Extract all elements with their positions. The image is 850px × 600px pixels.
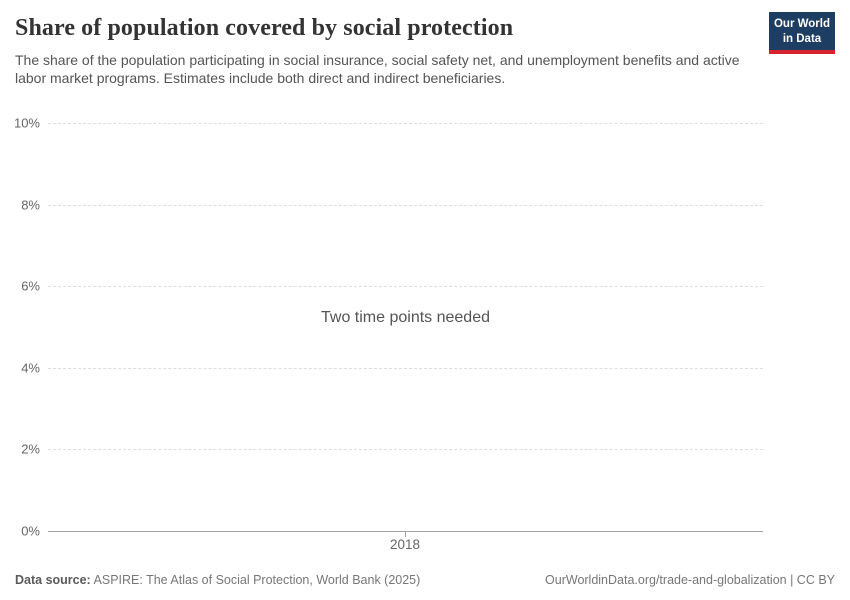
credit-link: OurWorldinData.org/trade-and-globalizati… [545, 573, 835, 587]
y-axis-tick-label: 2% [21, 441, 40, 457]
chart-plot-area: 10% 8% 6% 4% 2% 0% Two time points needed 201… [0, 116, 850, 552]
gridline [48, 204, 763, 206]
chart-header: Share of population covered by social pr… [15, 14, 757, 88]
gridline [48, 123, 763, 124]
y-axis-tick-label: 10% [13, 115, 40, 131]
logo-line-1: Our World [773, 18, 830, 30]
page-title: Share of population covered by social pr… [15, 15, 514, 41]
x-axis-tick-label: 2018 [389, 537, 421, 552]
x-axis-tick [405, 531, 406, 537]
gridline [48, 449, 763, 451]
gridline [48, 367, 763, 369]
data-source-label: Data source: [15, 573, 91, 587]
chart-subtitle: The share of the population participatin… [15, 51, 740, 87]
data-source-note: Data source: ASPIRE: The Atlas of Social… [15, 573, 420, 587]
y-axis-tick-label: 8% [21, 197, 40, 213]
logo-line-2: in Data [782, 32, 822, 45]
y-axis-tick-label: 6% [21, 278, 40, 294]
empty-chart-message: Two time points needed [321, 309, 490, 326]
y-axis-tick-label: 4% [21, 360, 40, 376]
data-source-text: ASPIRE: The Atlas of Social Protection, … [90, 573, 421, 587]
gridline [48, 286, 763, 288]
owid-logo: Our World in Data [769, 12, 835, 55]
y-axis-tick-label: 0% [21, 523, 40, 539]
